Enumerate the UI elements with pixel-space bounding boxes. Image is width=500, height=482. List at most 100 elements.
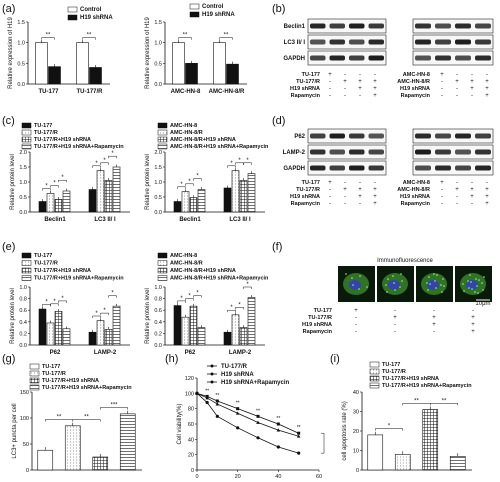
ytick-label: 0.6: [19, 308, 27, 314]
bar: [226, 63, 239, 85]
ylabel-h: Cell viability(%): [177, 403, 183, 444]
legend: Control H19 shRNA: [67, 6, 113, 21]
legend-label: Control: [80, 7, 102, 13]
sig-label: **: [46, 33, 51, 39]
legend-marker: [210, 364, 214, 368]
blot-band: [435, 23, 451, 29]
blot-band: [329, 39, 345, 45]
legend-swatch: [21, 122, 32, 129]
blot-strip: [412, 34, 494, 50]
bar: [367, 434, 384, 471]
legend-swatch: [157, 260, 168, 266]
ylabel-c-right: Relative protein level: [145, 154, 151, 210]
bar: [197, 189, 206, 213]
condition-label: H19 shRNA: [290, 194, 320, 200]
blot-band: [455, 55, 471, 61]
bar: [394, 454, 411, 471]
legend-label: TU-177/R+H19 shRNA: [34, 268, 91, 274]
sig-bracket: [227, 309, 236, 313]
condition-sign: +: [343, 79, 347, 85]
sig-label: **: [57, 415, 62, 421]
bar: [38, 308, 47, 346]
sig-bracket: [58, 179, 67, 183]
sig-bracket: [108, 155, 117, 159]
blot-band: [368, 55, 384, 61]
sig-label: *: [388, 424, 391, 430]
blot-band: [475, 133, 491, 139]
lc3-puncta: [442, 278, 444, 280]
sig-label: *: [188, 179, 191, 185]
condition-label: H19 shRNA: [302, 322, 332, 328]
sig-bracket: [41, 37, 55, 40]
legend-label: TU-177: [34, 123, 52, 129]
category-label: TU-177/R: [76, 89, 103, 95]
legend-marker: [210, 372, 214, 376]
category-label: LC3 II/ I: [94, 217, 116, 223]
lc3-puncta: [481, 282, 483, 284]
condition-label: Rapamycin: [291, 93, 321, 99]
lc3-puncta: [474, 291, 476, 293]
blot-row-label: GAPDH: [283, 166, 305, 172]
lc3-puncta: [468, 287, 470, 289]
legend-swatch: [369, 375, 380, 382]
ytick-label: 0.5: [17, 61, 25, 67]
bar: [37, 449, 54, 471]
condition-sign: +: [328, 180, 332, 186]
condition-sign: -: [344, 93, 346, 99]
category-label: LC3 II/ I: [229, 217, 251, 223]
sig-bracket: [177, 300, 186, 303]
blot-band: [455, 165, 471, 171]
condition-sign: -: [329, 194, 331, 200]
legend-label: TU-177/R: [34, 261, 58, 267]
legend-label: TU-177/R+H19 shRNA: [34, 137, 91, 143]
blot-band: [349, 165, 365, 171]
legend-label: AMC-HN-8: [170, 123, 197, 129]
xtick-label: 0: [195, 474, 198, 480]
ylabel-c-left: Relative protein level: [10, 154, 16, 210]
ytick-label: 0.4: [154, 320, 162, 326]
condition-sign: +: [393, 315, 397, 321]
ytick-label: 1.5: [154, 20, 162, 26]
sig-bracket: [243, 162, 252, 165]
ytick-label: 0.0: [19, 210, 27, 216]
series-line: [196, 392, 299, 437]
lc3-puncta: [478, 279, 480, 281]
legend-swatch: [29, 370, 40, 377]
ytick-label: 0.5: [154, 61, 162, 67]
legend-label: TU-177: [382, 362, 400, 368]
blot-band: [310, 149, 326, 155]
lc3-puncta: [400, 273, 402, 275]
ytick-label: 0.0: [17, 82, 25, 88]
ytick-label: 40: [188, 437, 194, 443]
blot-band: [329, 165, 345, 171]
ytick-label: 1.0: [154, 41, 162, 47]
blot-band: [415, 39, 431, 45]
series-line: [196, 392, 299, 434]
blot-band: [475, 165, 491, 171]
condition-label: H19 shRNA: [400, 86, 430, 92]
condition-label: AMC-HN-8: [403, 72, 430, 78]
condition-sign: +: [455, 79, 459, 85]
sig-label: *: [238, 158, 241, 164]
legend-swatch: [157, 252, 168, 259]
blot-strip: [307, 18, 387, 34]
lc3-puncta: [386, 291, 388, 293]
ytick-label: 0.8: [154, 297, 162, 303]
condition-sign: -: [486, 72, 488, 78]
sig-label: **: [84, 415, 89, 421]
legend-label: Control: [202, 4, 224, 10]
sig-bracket: [193, 178, 202, 181]
condition-sign: +: [485, 79, 489, 85]
blot-band: [329, 23, 345, 29]
blot-strip: [307, 50, 387, 66]
category-label: Beclin1: [179, 217, 201, 223]
sig-label: ***: [110, 403, 118, 409]
condition-sign: -: [394, 322, 396, 328]
data-point: [235, 411, 240, 415]
ytick-label: 40: [353, 390, 359, 396]
ylabel-a-right: Relative expression of H19: [145, 16, 151, 88]
